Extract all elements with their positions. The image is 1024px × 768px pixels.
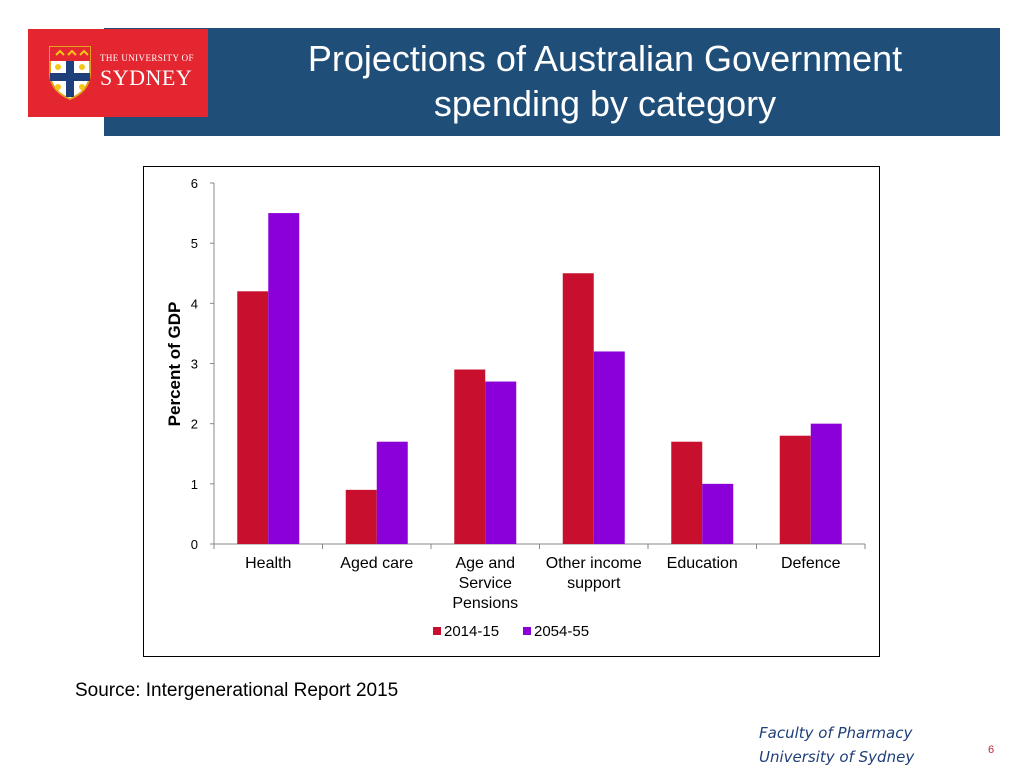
bar bbox=[562, 273, 594, 544]
legend-swatch bbox=[433, 627, 441, 635]
bar bbox=[268, 213, 300, 545]
legend-swatch bbox=[523, 627, 531, 635]
y-tick-label: 4 bbox=[191, 296, 198, 311]
x-tick-label: Defence bbox=[781, 555, 841, 572]
university-logo[interactable]: THE UNIVERSITY OF SYDNEY bbox=[28, 29, 208, 117]
x-tick-label: Other income bbox=[546, 555, 642, 572]
x-tick-label: support bbox=[567, 575, 621, 592]
bar bbox=[485, 381, 517, 544]
bar bbox=[345, 489, 377, 544]
source-citation: Source: Intergenerational Report 2015 bbox=[75, 680, 399, 701]
bar bbox=[671, 441, 703, 544]
footer-university: University of Sydney bbox=[759, 748, 915, 766]
logo-text-big: SYDNEY bbox=[100, 65, 193, 90]
y-tick-label: 3 bbox=[191, 357, 198, 372]
bar-chart: 0 1 2 3 4 5 6 Health Aged care Age and Service Pens… bbox=[165, 176, 866, 640]
y-axis-title: Percent of GDP bbox=[165, 302, 184, 427]
bar bbox=[376, 441, 408, 544]
bar bbox=[593, 351, 625, 544]
x-tick-label: Health bbox=[245, 555, 291, 572]
slide-title: Projections of Australian Government spe… bbox=[225, 36, 985, 126]
legend-label: 2054-55 bbox=[534, 623, 589, 640]
logo-text-small: THE UNIVERSITY OF bbox=[100, 53, 194, 63]
title-banner bbox=[104, 28, 1000, 136]
bar bbox=[810, 423, 842, 544]
y-tick-label: 1 bbox=[191, 477, 198, 492]
bar bbox=[237, 291, 269, 544]
slide-title-line1: Projections of Australian Government bbox=[307, 38, 903, 79]
y-tick-label: 6 bbox=[191, 176, 198, 191]
y-tick-label: 2 bbox=[191, 417, 198, 432]
y-tick-label: 5 bbox=[191, 236, 198, 251]
x-tick-label: Education bbox=[667, 555, 738, 572]
chart-frame: 0 1 2 3 4 5 6 Health Aged care Age and Service Pens… bbox=[143, 166, 880, 657]
slide-title-line2: spending by category bbox=[433, 83, 777, 124]
bar bbox=[702, 483, 734, 544]
legend-label: 2014-15 bbox=[444, 623, 499, 640]
page-number: 6 bbox=[988, 744, 995, 756]
crest-icon bbox=[49, 46, 91, 101]
x-tick-label: Service bbox=[459, 575, 512, 592]
y-tick-label: 0 bbox=[191, 537, 198, 552]
x-tick-label: Aged care bbox=[340, 555, 413, 572]
x-tick-label: Age and bbox=[455, 555, 515, 572]
bar bbox=[779, 435, 811, 544]
x-tick-label: Pensions bbox=[452, 595, 518, 612]
bar bbox=[454, 369, 486, 544]
footer-faculty: Faculty of Pharmacy bbox=[759, 724, 913, 742]
